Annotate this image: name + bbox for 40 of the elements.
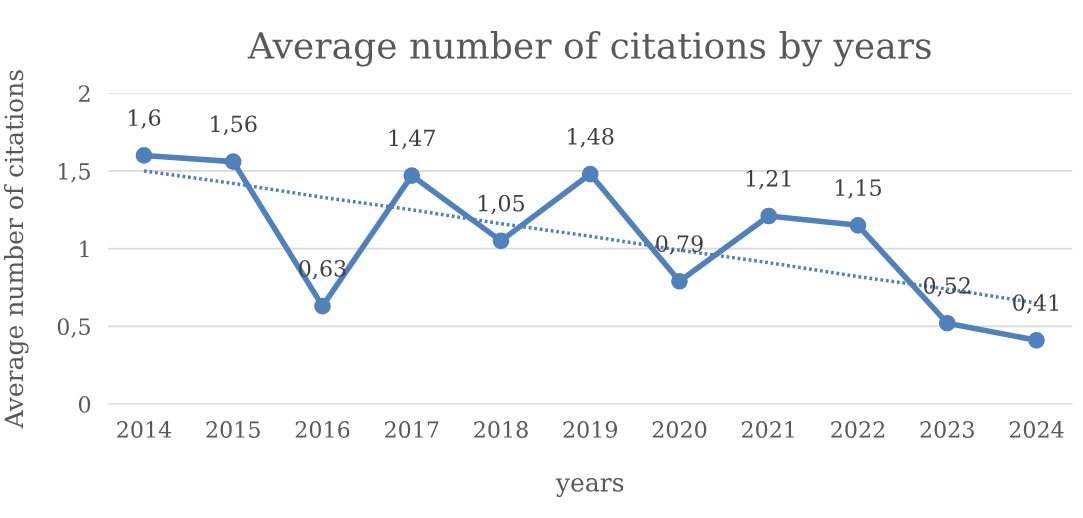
y-tick-label: 1,5 [59,162,90,183]
x-tick-label: 2015 [206,421,260,438]
data-label: 1,56 [211,115,257,136]
point [403,167,421,184]
y-tick-label: 2 [79,85,90,102]
point [849,216,867,234]
point [1028,331,1045,349]
data-label: 1,15 [835,179,881,199]
x-tick-label: 2022 [831,421,885,438]
x-tick-label: 2019 [563,421,618,438]
point [760,207,778,225]
chart-title: Average number of citations by years [247,31,931,67]
x-tick-label: 2017 [384,421,439,438]
point [224,153,242,170]
x-tick-label: 2024 [1009,421,1064,438]
y-tick-label: 0,5 [57,318,90,338]
x-tick-label: 2014 [117,421,172,438]
data-label: 0,41 [1013,294,1059,314]
x-axis-title: years [555,478,624,497]
data-label: 1,48 [568,127,614,148]
data-label: 1,6 [129,109,161,129]
x-tick-label: 2023 [920,421,974,438]
x-tick-label: 2016 [295,421,350,438]
point [671,272,688,290]
y-axis-title: Average number of citations [3,70,29,429]
point [135,147,153,164]
data-label: 0,79 [656,235,703,255]
x-tick-label: 2020 [652,421,707,438]
data-label: 1,21 [746,169,791,190]
x-tick-label: 2018 [474,421,528,438]
point [492,232,510,250]
y-tick-label: 0 [78,395,91,413]
x-tick-label: 2021 [741,421,794,438]
point [314,297,331,315]
data-label: 1,47 [389,129,435,150]
point [938,314,956,332]
data-label: 1,05 [478,194,525,215]
point [581,165,599,183]
y-tick-label: 1 [80,240,89,258]
data-label: 0,52 [923,277,970,297]
